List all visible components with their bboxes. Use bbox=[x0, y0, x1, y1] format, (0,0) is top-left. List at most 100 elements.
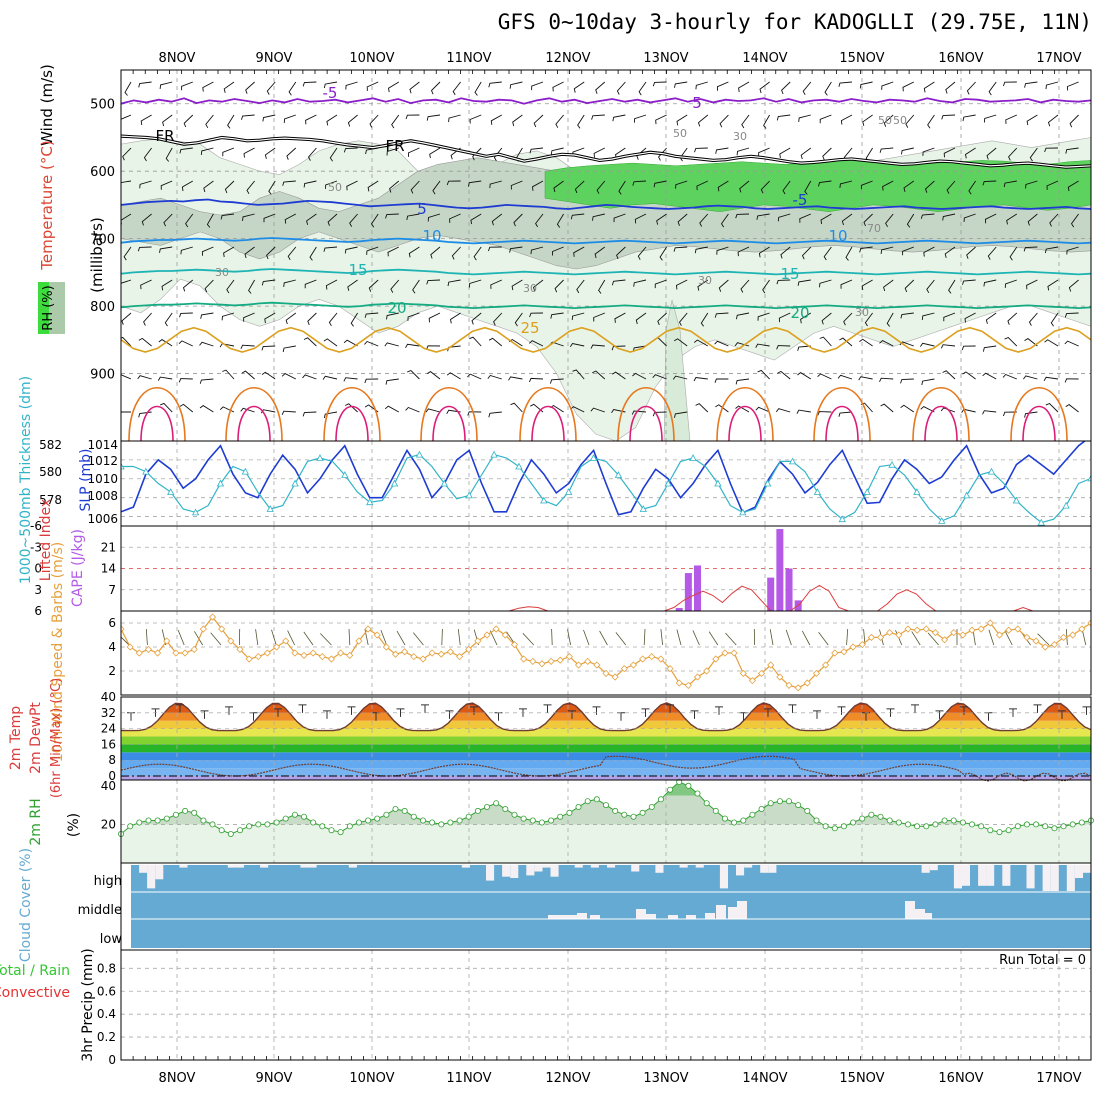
wind-barb bbox=[1064, 378, 1079, 383]
wind-barb bbox=[593, 312, 605, 322]
wind-barb bbox=[487, 374, 502, 380]
wind-barb bbox=[493, 312, 503, 326]
wind-barb bbox=[840, 279, 853, 289]
wind10-point bbox=[1069, 631, 1077, 639]
thickness-point bbox=[415, 450, 424, 458]
wind-barb bbox=[511, 279, 523, 291]
minmax-marker bbox=[641, 708, 650, 717]
wind-barb bbox=[1003, 180, 1017, 188]
rh2m-tick: 20 bbox=[101, 817, 116, 831]
surface-barb bbox=[1081, 629, 1087, 646]
minmax-marker bbox=[813, 710, 821, 719]
slp-tick: 1010 bbox=[87, 472, 118, 486]
li-tick: -6 bbox=[30, 519, 42, 533]
thickness-point bbox=[1062, 501, 1070, 509]
wind-barb bbox=[205, 114, 214, 129]
rh2m-point bbox=[731, 819, 738, 826]
wind10-point bbox=[291, 649, 299, 657]
thickness-point bbox=[664, 479, 672, 487]
wind-barb bbox=[801, 246, 812, 260]
wind-barb bbox=[123, 246, 132, 261]
rh2m-point bbox=[346, 823, 353, 830]
wind-barb bbox=[1024, 411, 1038, 418]
wind-barb bbox=[899, 341, 914, 347]
wind-barb bbox=[165, 147, 173, 162]
wind10-point bbox=[803, 679, 811, 687]
cloud-clear-bar bbox=[179, 865, 188, 868]
wind-barb bbox=[532, 279, 544, 292]
surface-barb bbox=[380, 629, 387, 646]
wind10-point bbox=[465, 645, 473, 653]
wind10-point bbox=[410, 653, 418, 661]
wind-barb bbox=[987, 246, 997, 260]
rh2m-point bbox=[712, 807, 719, 814]
wind-barb bbox=[305, 114, 317, 125]
wind-barb bbox=[1044, 246, 1059, 254]
wind-barb bbox=[612, 371, 626, 380]
wind-barb bbox=[143, 147, 152, 162]
x-tick-label-bottom: 15NOV bbox=[839, 1071, 884, 1086]
wind10-point bbox=[1032, 637, 1040, 645]
cloud-clear-bar bbox=[260, 865, 269, 868]
wind-barb bbox=[800, 312, 812, 324]
cloud-clear-bar bbox=[542, 865, 551, 868]
minmax-marker bbox=[470, 706, 478, 715]
wind-barb bbox=[490, 279, 502, 289]
wind-barb bbox=[386, 312, 399, 320]
wind-barb bbox=[570, 213, 585, 220]
wind-barb bbox=[554, 279, 564, 293]
cloud-clear-bar bbox=[1002, 865, 1011, 886]
slp-tick: 1014 bbox=[87, 438, 118, 452]
rh2m-point bbox=[548, 817, 555, 824]
isotherm-30-loop bbox=[519, 387, 577, 441]
wind-barb bbox=[366, 81, 379, 91]
wind-barb bbox=[240, 407, 255, 413]
surface-barb bbox=[177, 630, 185, 646]
wind-barb bbox=[509, 81, 523, 89]
minmax-label: (6hr Min/Max) (°C) bbox=[49, 678, 64, 798]
wind-barb bbox=[1002, 373, 1017, 380]
wind-barb bbox=[385, 213, 399, 219]
rh2m-point bbox=[429, 819, 436, 826]
minmax-marker bbox=[176, 704, 184, 713]
contour-label: 5 bbox=[417, 200, 427, 218]
wind-barb bbox=[370, 213, 379, 228]
wind10-point bbox=[730, 649, 738, 657]
wind-barb bbox=[880, 403, 894, 413]
cloud-clear-bar bbox=[510, 865, 519, 878]
wind-barb bbox=[700, 312, 709, 327]
wind-barb bbox=[1050, 312, 1059, 327]
minmax-marker bbox=[764, 708, 772, 717]
isotherm-30-loop bbox=[420, 387, 478, 441]
wind-barb bbox=[840, 114, 853, 125]
surface-barb bbox=[725, 632, 737, 646]
wind-barb bbox=[552, 81, 564, 92]
surface-barb bbox=[615, 632, 627, 646]
isotherm-35-loop bbox=[629, 405, 663, 441]
cape-bar bbox=[785, 568, 793, 611]
wind-barb bbox=[574, 180, 585, 194]
rh-contour-label: 50 bbox=[328, 181, 342, 194]
precip-tick: 0.2 bbox=[97, 1030, 116, 1044]
wind10-point bbox=[456, 653, 464, 661]
wind-barb bbox=[697, 279, 709, 291]
cloud-clear-bar bbox=[308, 865, 317, 868]
wind-barb bbox=[530, 246, 544, 255]
wind-barb bbox=[491, 213, 503, 226]
wind-barb bbox=[777, 213, 791, 222]
wind-barb bbox=[286, 147, 297, 160]
wind-barb bbox=[596, 180, 606, 194]
contour-label: -5 bbox=[793, 191, 808, 209]
wind-barb bbox=[611, 345, 626, 351]
rh2m-point bbox=[511, 811, 518, 818]
cloud-mid-clear bbox=[557, 915, 567, 919]
wind-barb bbox=[323, 338, 338, 347]
wind-barb bbox=[863, 213, 873, 227]
wind-barb bbox=[655, 114, 667, 125]
wind-barb bbox=[673, 338, 688, 347]
isotherm-35-loop bbox=[728, 405, 762, 441]
panel-frame bbox=[120, 949, 1092, 1061]
wind-barb bbox=[140, 114, 152, 126]
wind-barb bbox=[260, 409, 276, 414]
wind-barb bbox=[344, 246, 358, 254]
